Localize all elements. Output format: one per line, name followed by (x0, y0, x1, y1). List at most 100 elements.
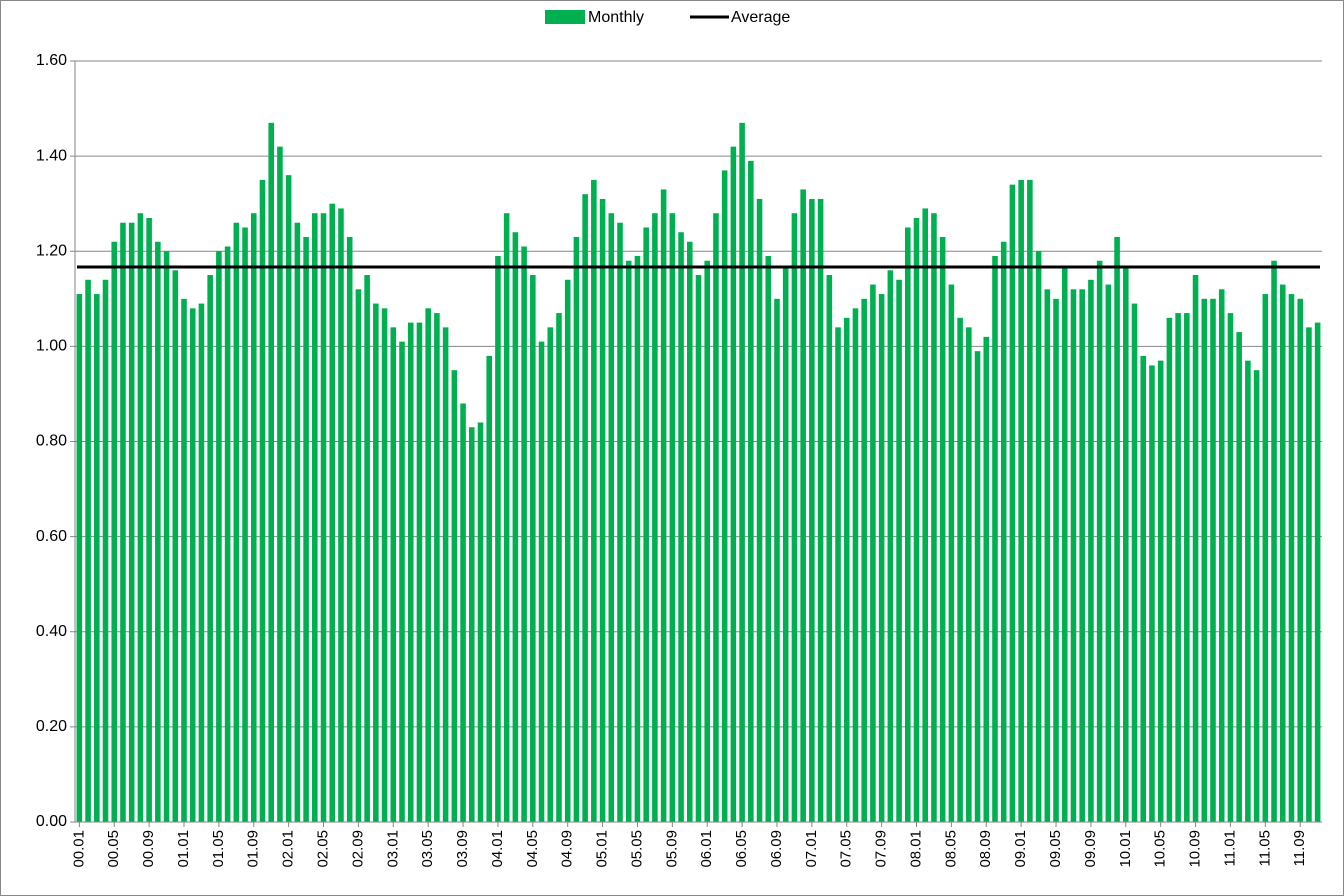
bar (468, 427, 475, 822)
bar (660, 189, 667, 822)
x-tick-label: 02.01 (280, 830, 297, 868)
x-tick-label: 09.01 (1012, 830, 1029, 868)
bar (861, 298, 867, 822)
bar (809, 198, 815, 822)
bar (1306, 327, 1312, 822)
bar (1227, 313, 1234, 822)
bar (189, 308, 196, 822)
bar (634, 256, 641, 823)
x-tick-label: 11.05 (1256, 830, 1273, 866)
bar (556, 313, 562, 822)
bar (948, 284, 955, 822)
bar (1044, 289, 1051, 822)
bar (1262, 294, 1269, 822)
bar (1271, 260, 1277, 822)
bar (887, 270, 894, 822)
bar (1131, 303, 1138, 823)
bar (94, 294, 100, 822)
bar (1061, 265, 1068, 822)
x-tick-label: 02.05 (314, 830, 331, 868)
bar (791, 213, 798, 822)
bar (1140, 355, 1147, 822)
bar (974, 351, 981, 822)
x-tick-label: 06.01 (698, 830, 715, 868)
bar (678, 232, 684, 823)
bar (704, 260, 711, 822)
x-tick-label: 03.09 (454, 830, 471, 868)
bar (625, 260, 632, 822)
bar (512, 232, 519, 823)
x-tick-label: 10.09 (1187, 830, 1204, 868)
bar (939, 236, 946, 822)
bar (817, 198, 824, 822)
x-tick-label: 10.01 (1117, 830, 1134, 868)
bar (224, 246, 231, 822)
bar (1070, 289, 1077, 822)
bar (102, 279, 109, 823)
bar (381, 308, 388, 822)
bar (416, 322, 423, 822)
bar (1096, 260, 1103, 822)
x-tick-label: 01.01 (175, 830, 192, 868)
bar (277, 146, 283, 823)
bar (774, 298, 780, 822)
x-tick-label: 02.09 (349, 830, 366, 868)
x-tick-label: 04.01 (489, 830, 506, 868)
x-tick-label: 00.01 (70, 830, 87, 868)
bar (85, 279, 91, 823)
bar (259, 179, 266, 822)
bar (800, 189, 806, 822)
x-tick-label: 05.05 (628, 830, 645, 868)
bar (1288, 294, 1295, 822)
bar (538, 341, 545, 822)
x-tick-label: 11.09 (1291, 830, 1308, 866)
bar (782, 265, 789, 822)
bar (390, 327, 397, 822)
x-tick-label: 03.01 (384, 830, 401, 868)
bar (1166, 317, 1173, 822)
bar (1184, 313, 1190, 822)
x-tick-label: 09.09 (1082, 830, 1099, 868)
x-tick-label: 06.09 (768, 830, 785, 868)
x-tick-label: 08.09 (977, 830, 994, 868)
x-tick-label: 05.09 (663, 830, 680, 868)
bar (181, 298, 187, 822)
bar (76, 294, 83, 822)
bar (564, 279, 571, 823)
x-tick-label: 03.05 (419, 830, 436, 868)
bar (407, 322, 414, 822)
x-tick-label: 08.05 (942, 830, 959, 868)
bar (922, 208, 929, 823)
bar (582, 194, 588, 823)
bar (521, 246, 527, 822)
bar (983, 336, 990, 822)
bar (155, 241, 161, 823)
bar (477, 422, 484, 822)
bar (1053, 298, 1059, 822)
x-tick-label: 09.05 (1047, 830, 1064, 868)
bar (1279, 284, 1286, 822)
bar (1297, 298, 1303, 822)
bar (1253, 370, 1260, 822)
bar (128, 222, 135, 822)
bar (739, 122, 745, 823)
bar (198, 303, 205, 823)
bar (1149, 365, 1155, 822)
bar (652, 213, 658, 822)
bar (835, 327, 841, 822)
bar (216, 251, 222, 822)
bar (242, 227, 248, 822)
bar (1009, 184, 1016, 823)
bar (669, 213, 676, 822)
bar (163, 251, 170, 822)
y-tick-label: 1.00 (36, 338, 67, 355)
bar (338, 208, 344, 823)
bar (120, 222, 126, 822)
y-tick-label: 1.40 (36, 147, 67, 164)
y-tick-label: 0.60 (36, 528, 67, 545)
bar (285, 175, 292, 822)
bar (591, 179, 597, 822)
bar (721, 170, 728, 823)
